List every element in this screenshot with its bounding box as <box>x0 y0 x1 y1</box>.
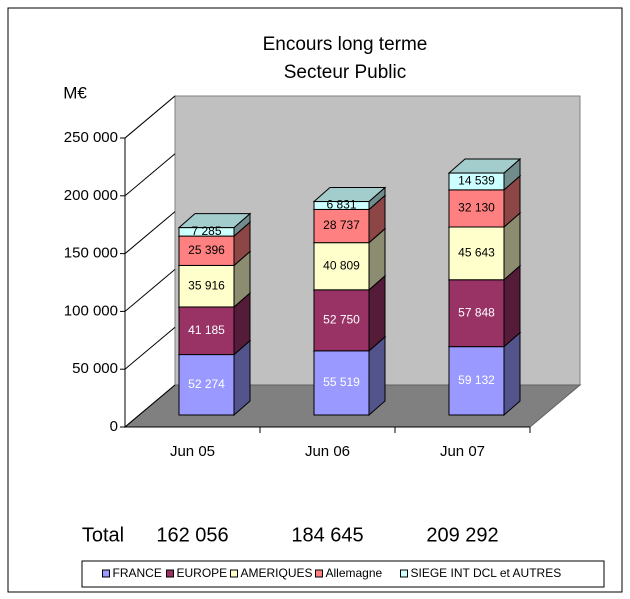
y-tick-label: 50 000 <box>72 360 118 377</box>
y-tick-label: 100 000 <box>64 302 118 319</box>
bar <box>448 189 505 228</box>
total-value: 209 292 <box>426 524 498 546</box>
value-label: 55 519 <box>323 375 360 389</box>
bar <box>313 289 370 352</box>
side-tick <box>124 384 176 428</box>
total-value: 184 645 <box>291 524 363 546</box>
side-tick <box>124 211 176 254</box>
value-label: 57 848 <box>458 305 495 319</box>
legend-swatch <box>230 569 238 578</box>
x-tick-label: Jun 05 <box>170 443 215 460</box>
y-tick-label: 0 <box>110 418 118 435</box>
side-tick <box>124 326 176 370</box>
bar <box>448 279 505 348</box>
x-tick-label: Jun 07 <box>440 443 485 460</box>
bar <box>448 346 505 416</box>
y-axis-label: M€ <box>63 83 87 102</box>
value-label: 32 130 <box>458 201 495 215</box>
legend-swatch <box>400 569 408 578</box>
value-label: 28 737 <box>323 218 360 232</box>
legend-label: EUROPE <box>177 566 228 580</box>
legend-label: SIEGE INT DCL et AUTRES <box>411 566 562 580</box>
side-wall <box>124 94 176 429</box>
side-tick <box>124 95 176 139</box>
value-label: 45 643 <box>458 246 495 260</box>
legend-label: Allemagne <box>326 566 383 580</box>
bar <box>178 264 235 308</box>
value-label: 52 274 <box>188 377 225 391</box>
bar <box>178 235 235 266</box>
value-label: 59 132 <box>458 373 495 387</box>
total-value: 162 056 <box>156 524 228 546</box>
chart-title: Encours long terme <box>263 34 428 55</box>
value-label: 25 396 <box>188 243 225 257</box>
side-tick <box>124 153 176 197</box>
y-tick-label: 250 000 <box>64 129 118 146</box>
bar <box>313 201 370 210</box>
side-tick <box>124 269 176 312</box>
chart-subtitle: Secteur Public <box>284 62 407 83</box>
bar <box>178 227 235 237</box>
legend-swatch <box>166 569 174 578</box>
value-label: 40 809 <box>323 258 360 272</box>
legend-swatch <box>315 569 323 578</box>
legend-label: FRANCE <box>113 566 162 580</box>
value-label: 7 285 <box>191 224 221 238</box>
legend-swatch <box>102 569 110 578</box>
bar <box>313 242 370 291</box>
totals-label: Total <box>82 524 124 546</box>
value-label: 52 750 <box>323 313 360 327</box>
legend-label: AMERIQUES <box>241 566 313 580</box>
bar <box>178 306 235 356</box>
y-tick-label: 200 000 <box>64 187 118 204</box>
bar <box>448 172 505 191</box>
bar <box>178 354 235 416</box>
bar <box>313 350 370 416</box>
value-label: 41 185 <box>188 323 225 337</box>
value-label: 14 539 <box>458 174 495 188</box>
value-label: 6 831 <box>326 198 356 212</box>
y-tick-label: 150 000 <box>64 245 118 262</box>
value-label: 35 916 <box>188 278 225 292</box>
x-tick-label: Jun 06 <box>305 443 350 460</box>
